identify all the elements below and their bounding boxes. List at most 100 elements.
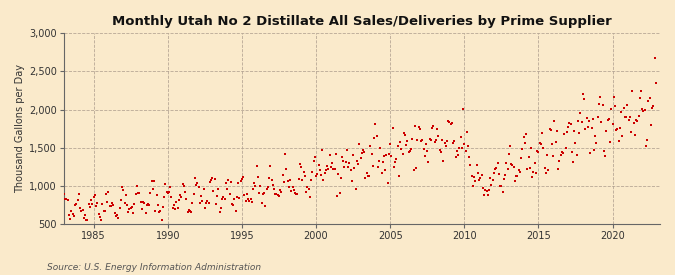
Point bbox=[621, 114, 632, 119]
Point bbox=[90, 204, 101, 208]
Point bbox=[165, 185, 176, 189]
Point bbox=[539, 166, 550, 170]
Point bbox=[616, 109, 626, 114]
Point bbox=[260, 204, 271, 208]
Point bbox=[537, 131, 547, 135]
Point bbox=[587, 116, 598, 121]
Point bbox=[349, 165, 360, 170]
Point bbox=[377, 160, 388, 164]
Point bbox=[449, 139, 460, 144]
Point bbox=[645, 123, 656, 127]
Point bbox=[203, 201, 214, 205]
Point bbox=[214, 210, 225, 214]
Point bbox=[155, 208, 166, 213]
Point bbox=[215, 206, 226, 210]
Point bbox=[476, 173, 487, 178]
Point bbox=[102, 199, 113, 204]
Point bbox=[550, 140, 561, 144]
Point bbox=[434, 147, 445, 152]
Point bbox=[59, 192, 70, 197]
Point bbox=[512, 174, 523, 178]
Point bbox=[120, 193, 131, 197]
Point bbox=[169, 203, 180, 207]
Point bbox=[551, 129, 562, 133]
Point bbox=[416, 139, 427, 143]
Point bbox=[108, 203, 119, 208]
Point bbox=[153, 203, 163, 207]
Point bbox=[323, 167, 333, 171]
Point bbox=[302, 185, 313, 189]
Point bbox=[513, 168, 524, 172]
Point bbox=[414, 127, 425, 131]
Point bbox=[229, 196, 240, 201]
Point bbox=[535, 142, 546, 147]
Point bbox=[315, 168, 325, 172]
Point bbox=[636, 89, 647, 94]
Point bbox=[252, 175, 263, 180]
Point bbox=[533, 150, 544, 154]
Point bbox=[163, 190, 174, 194]
Point bbox=[578, 92, 589, 96]
Point bbox=[502, 166, 513, 171]
Point bbox=[170, 207, 181, 211]
Point bbox=[595, 95, 605, 99]
Point bbox=[367, 152, 377, 156]
Point bbox=[197, 199, 208, 203]
Point bbox=[272, 192, 283, 197]
Point bbox=[119, 201, 130, 206]
Point bbox=[279, 180, 290, 184]
Point bbox=[443, 119, 454, 123]
Point bbox=[221, 181, 232, 185]
Point bbox=[161, 190, 172, 195]
Point bbox=[532, 149, 543, 154]
Point bbox=[191, 183, 202, 188]
Point bbox=[157, 204, 168, 209]
Point bbox=[644, 96, 655, 100]
Point bbox=[171, 200, 182, 204]
Point bbox=[589, 148, 599, 153]
Point bbox=[630, 118, 641, 122]
Point bbox=[133, 191, 144, 195]
Point bbox=[641, 144, 651, 148]
Point bbox=[470, 179, 481, 183]
Point bbox=[81, 218, 92, 222]
Point bbox=[431, 138, 441, 142]
Point bbox=[307, 170, 318, 174]
Point bbox=[281, 166, 292, 171]
Point bbox=[113, 216, 124, 220]
Point bbox=[251, 164, 262, 168]
Point bbox=[352, 159, 362, 163]
Point bbox=[86, 198, 97, 202]
Point bbox=[292, 191, 303, 196]
Point bbox=[160, 182, 171, 186]
Point bbox=[244, 199, 254, 203]
Point bbox=[284, 185, 294, 189]
Point bbox=[306, 178, 317, 182]
Point bbox=[584, 119, 595, 123]
Point bbox=[163, 190, 173, 195]
Point bbox=[78, 216, 89, 220]
Point bbox=[626, 130, 637, 134]
Point bbox=[501, 161, 512, 165]
Point bbox=[554, 159, 565, 163]
Point bbox=[413, 125, 424, 130]
Point bbox=[428, 124, 439, 128]
Point bbox=[184, 207, 194, 212]
Point bbox=[572, 119, 583, 123]
Point bbox=[322, 164, 333, 169]
Point bbox=[489, 170, 500, 175]
Point bbox=[583, 125, 593, 129]
Point bbox=[376, 171, 387, 175]
Point bbox=[516, 156, 526, 160]
Point bbox=[365, 144, 376, 148]
Point bbox=[562, 130, 572, 134]
Point bbox=[371, 134, 382, 138]
Point bbox=[263, 185, 273, 189]
Point bbox=[518, 135, 529, 139]
Point bbox=[391, 157, 402, 161]
Point bbox=[495, 184, 506, 188]
Point bbox=[139, 200, 150, 205]
Point bbox=[508, 165, 519, 169]
Point bbox=[360, 176, 371, 180]
Point bbox=[188, 192, 199, 196]
